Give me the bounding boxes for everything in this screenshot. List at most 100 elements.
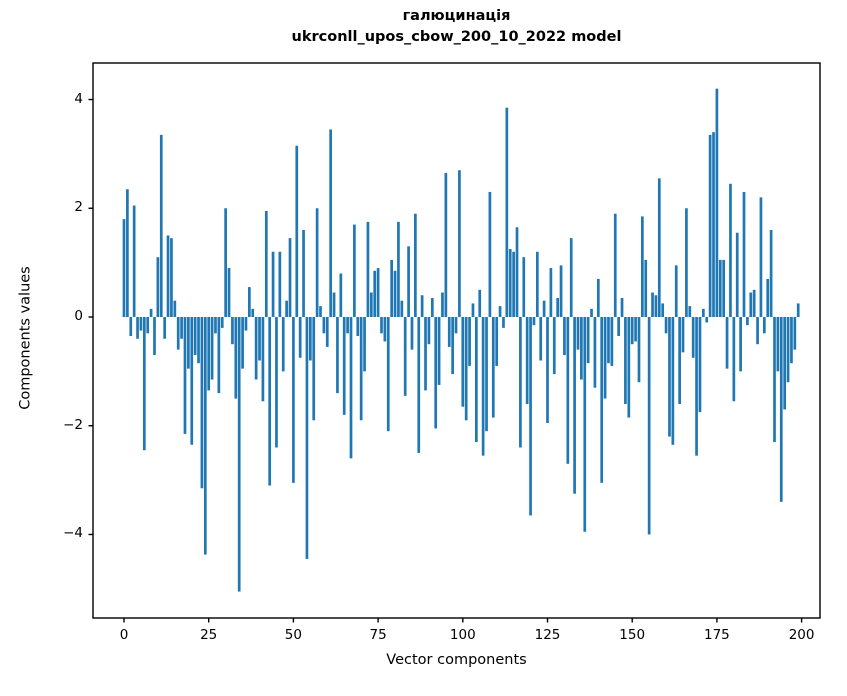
bar — [258, 317, 261, 361]
bar — [210, 317, 214, 380]
bar — [505, 107, 509, 318]
bar — [224, 208, 227, 317]
bar — [227, 268, 231, 317]
bar — [339, 273, 343, 317]
chart-title-block: галюцинація ukrconll_upos_cbow_200_10_20… — [93, 6, 820, 48]
bar — [458, 170, 461, 317]
bar — [400, 300, 404, 317]
bar — [437, 317, 441, 385]
bar — [637, 317, 641, 383]
bar — [674, 265, 678, 317]
x-tick-label: 0 — [119, 627, 129, 643]
bar — [705, 317, 709, 323]
bar — [759, 197, 763, 317]
bar — [248, 287, 251, 317]
bar — [796, 303, 800, 317]
bar — [454, 317, 458, 334]
bar — [668, 317, 671, 437]
bar — [231, 317, 234, 345]
bar — [793, 317, 797, 350]
bar — [532, 317, 536, 326]
bar — [305, 317, 309, 559]
y-tick-label: 4 — [74, 90, 83, 107]
bar — [590, 308, 593, 317]
bar — [268, 317, 272, 486]
bar — [336, 317, 339, 394]
bar — [376, 268, 380, 317]
bar — [295, 145, 299, 317]
bar — [732, 317, 736, 402]
bar — [739, 317, 742, 372]
bar — [600, 317, 604, 483]
chart-title: галюцинація — [402, 8, 511, 24]
bar — [441, 292, 444, 317]
bar — [488, 191, 492, 317]
bar — [610, 317, 614, 366]
bar — [691, 317, 695, 358]
bar — [353, 224, 356, 317]
bar — [715, 88, 719, 318]
bar — [417, 317, 421, 453]
bar — [576, 317, 580, 350]
bar — [281, 317, 285, 372]
bar — [410, 317, 414, 350]
bar — [586, 317, 590, 364]
bar — [180, 317, 183, 339]
y-tick-label: 2 — [74, 199, 83, 216]
bar — [471, 303, 475, 317]
bar — [529, 317, 532, 516]
bar — [644, 259, 648, 317]
bar — [573, 317, 576, 494]
bar — [200, 317, 204, 489]
bar — [363, 317, 366, 372]
bar — [420, 295, 424, 317]
bar — [498, 306, 502, 317]
bar — [495, 317, 499, 366]
bar — [779, 317, 783, 502]
bar — [366, 221, 370, 317]
bar — [661, 303, 665, 317]
x-tick-label: 50 — [284, 627, 302, 643]
y-axis-label: Components values — [17, 266, 34, 410]
bar — [722, 259, 726, 317]
plot-border — [92, 62, 821, 619]
bar — [142, 317, 146, 451]
bar — [153, 317, 156, 356]
bar — [430, 297, 434, 317]
bar — [214, 317, 217, 334]
bar — [254, 317, 258, 380]
bar — [173, 300, 177, 317]
bar — [187, 317, 190, 369]
bar — [651, 292, 654, 317]
bar — [292, 317, 295, 483]
bar — [735, 232, 739, 317]
bar — [176, 317, 180, 350]
bar — [702, 308, 705, 317]
bar — [725, 317, 729, 369]
bar — [762, 317, 766, 334]
bar — [312, 317, 316, 421]
bar — [373, 270, 377, 317]
bar — [776, 317, 780, 372]
bar — [556, 297, 560, 317]
bar — [519, 317, 522, 448]
bar — [624, 317, 627, 404]
bar — [593, 317, 597, 388]
bar — [596, 278, 600, 317]
bar — [475, 317, 478, 443]
bar — [285, 300, 288, 317]
bar — [620, 297, 624, 317]
bar — [535, 251, 539, 317]
bar — [237, 317, 241, 592]
bar — [170, 238, 173, 317]
bar — [508, 249, 512, 317]
y-tick-label: −4 — [63, 525, 83, 542]
bar — [407, 246, 410, 317]
bar — [698, 317, 702, 413]
bar — [546, 317, 549, 424]
bar — [752, 289, 756, 317]
bar — [386, 317, 390, 432]
bar — [773, 317, 776, 443]
bar — [325, 317, 329, 347]
